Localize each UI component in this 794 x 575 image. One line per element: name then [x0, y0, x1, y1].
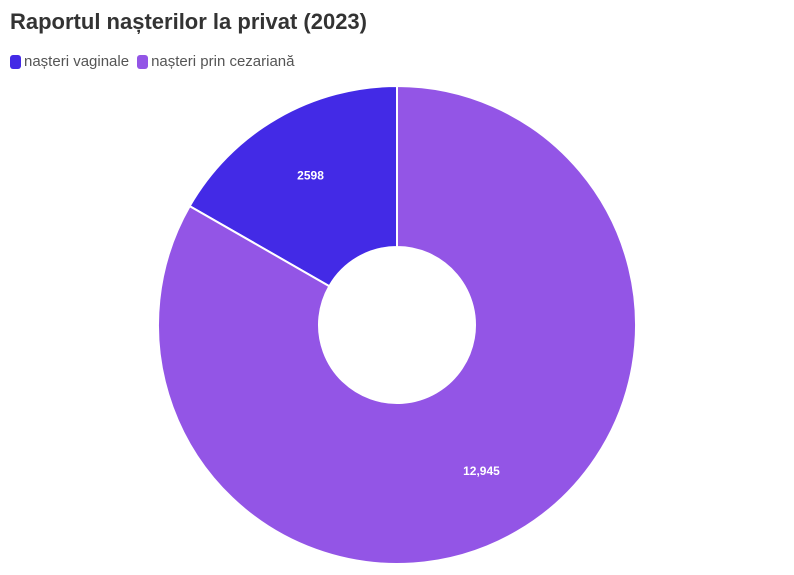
legend-label-vaginale: nașteri vaginale	[24, 53, 130, 70]
slice-label-cezariana: 12,945	[463, 464, 500, 478]
legend: nașteri vaginale nașteri prin cezariană	[10, 53, 303, 70]
legend-swatch-cezariana	[137, 54, 149, 69]
slice-vaginale	[188, 84, 398, 288]
legend-item-cezariana: nașteri prin cezariană	[137, 53, 295, 70]
legend-label-cezariana: nașteri prin cezariană	[151, 53, 295, 70]
chart-title: Raportul nașterilor la privat (2023)	[10, 9, 367, 34]
legend-item-vaginale: nașteri vaginale	[10, 53, 129, 70]
legend-swatch-vaginale	[10, 54, 21, 69]
slice-cezariana	[157, 84, 637, 565]
slice-label-vaginale: 2598	[297, 169, 324, 183]
